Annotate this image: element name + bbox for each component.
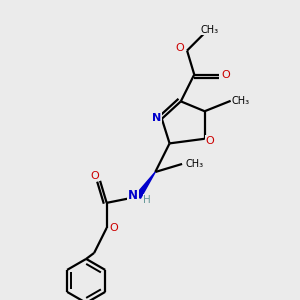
Text: CH₃: CH₃	[185, 159, 203, 169]
Text: O: O	[109, 223, 118, 233]
Text: O: O	[91, 171, 99, 181]
Text: N: N	[152, 113, 161, 123]
Text: CH₃: CH₃	[232, 96, 250, 106]
Polygon shape	[136, 172, 155, 198]
Text: N: N	[128, 189, 138, 202]
Text: O: O	[222, 70, 231, 80]
Text: O: O	[176, 43, 184, 52]
Text: CH₃: CH₃	[201, 25, 219, 35]
Text: O: O	[205, 136, 214, 146]
Text: H: H	[143, 195, 151, 205]
